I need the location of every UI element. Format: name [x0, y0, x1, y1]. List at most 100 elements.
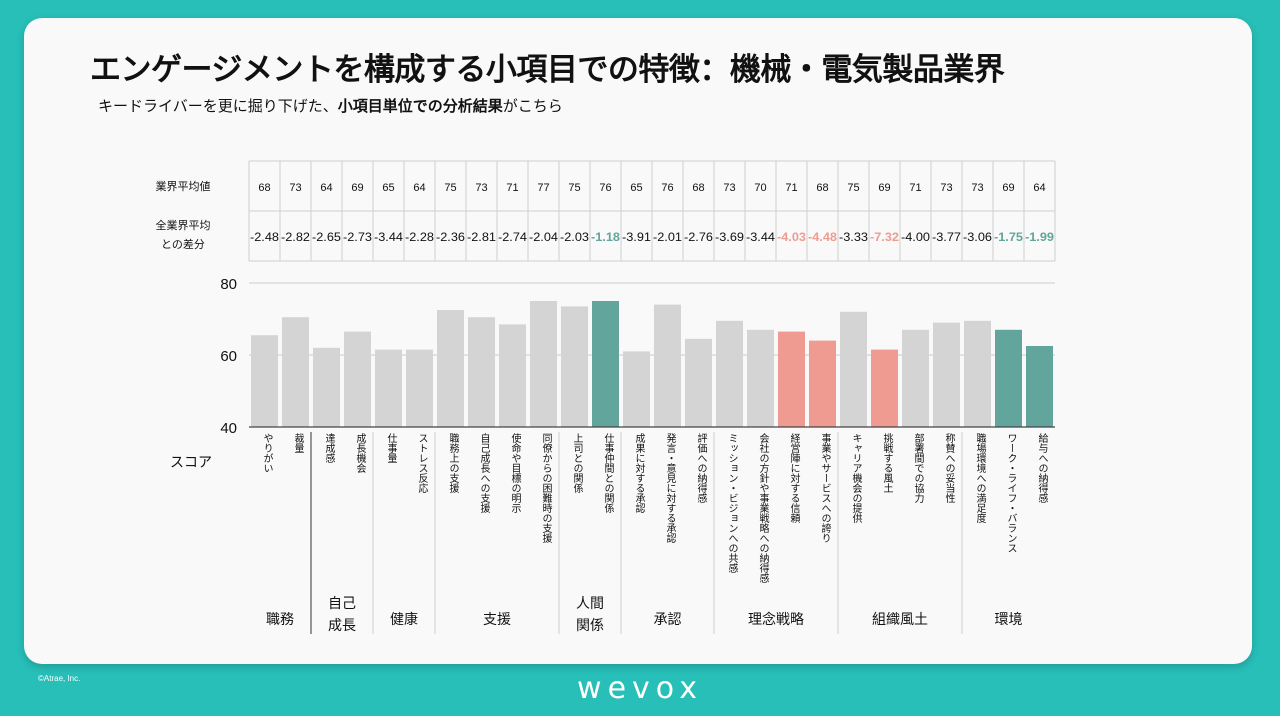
group-label: 職務	[266, 612, 294, 628]
industry-avg-value: 68	[816, 182, 828, 194]
diff-value: -2.36	[436, 232, 465, 244]
diff-value: -7.32	[870, 232, 899, 244]
bar	[468, 317, 495, 427]
category-label: 成長機会	[354, 433, 366, 474]
group-label: 健康	[390, 611, 418, 628]
bar	[716, 320, 743, 427]
category-label: ミッション・ビジョンへの共感	[726, 433, 738, 573]
group-label: 支援	[483, 612, 511, 628]
industry-avg-value: 73	[971, 182, 983, 194]
category-label: 評価への納得感	[695, 432, 707, 503]
diff-value: -2.81	[467, 232, 496, 244]
industry-avg-value: 71	[506, 182, 518, 194]
bar	[964, 320, 991, 427]
group-label: 組織風土	[872, 612, 928, 628]
bar	[995, 329, 1022, 427]
subtitle-part1: キードライバーを更に掘り下げた、	[98, 97, 338, 115]
industry-avg-value: 75	[568, 182, 580, 194]
bar	[344, 331, 371, 427]
industry-avg-value: 73	[723, 182, 735, 194]
industry-avg-value: 69	[1002, 182, 1014, 194]
diff-value: -2.04	[529, 232, 559, 244]
diff-value: -4.00	[901, 232, 930, 244]
diff-value: -2.65	[312, 232, 341, 244]
bar	[251, 335, 278, 427]
table-row-label-diff-line2: との差分	[161, 237, 205, 251]
category-label: キャリア機会の提供	[850, 433, 862, 524]
diff-value: -2.03	[560, 232, 589, 244]
bar	[499, 324, 526, 427]
category-label: 職場環境への満足度	[974, 433, 986, 524]
wevox-logo: wevox	[577, 671, 703, 706]
subtitle-part2: がこちら	[502, 97, 563, 115]
diff-value: -3.33	[839, 232, 868, 244]
industry-avg-value: 64	[413, 182, 425, 194]
industry-avg-value: 76	[599, 182, 611, 194]
bar	[592, 301, 619, 427]
category-label: 事業やサービスへの誇り	[819, 432, 831, 543]
category-label: 会社の方針や事業戦略への納得感	[757, 432, 769, 583]
diff-value: -3.06	[963, 232, 992, 244]
bar	[406, 349, 433, 427]
table-row-label-industry-avg: 業界平均値	[156, 180, 211, 193]
bar	[623, 351, 650, 427]
category-label: 裁量	[292, 432, 304, 453]
category-label: 仕事量	[385, 432, 397, 463]
industry-avg-value: 73	[940, 182, 952, 194]
industry-avg-value: 73	[475, 182, 487, 194]
bar	[375, 349, 402, 427]
category-label: 給与への納得感	[1036, 432, 1048, 503]
diff-value: -2.48	[250, 232, 279, 244]
diff-value: -3.69	[715, 232, 744, 244]
bar	[561, 306, 588, 427]
category-label: 使命や目標の明示	[509, 432, 521, 513]
industry-avg-value: 73	[289, 182, 301, 194]
category-label: 部署間での協力	[912, 432, 924, 504]
diff-value: -3.91	[622, 232, 651, 244]
industry-avg-value: 75	[444, 182, 456, 194]
diff-value: -1.18	[591, 232, 621, 244]
bar	[1026, 346, 1053, 427]
bar	[313, 347, 340, 427]
category-label: 達成感	[323, 433, 335, 463]
category-label: 経営陣に対する信頼	[788, 432, 800, 524]
bar	[871, 349, 898, 427]
category-label: やりがい	[261, 433, 273, 473]
category-label: 称賛への妥当性	[943, 432, 955, 504]
bar	[282, 317, 309, 427]
industry-avg-value: 76	[661, 182, 673, 194]
y-tick-label: 80	[220, 276, 237, 293]
diff-value: -3.77	[932, 232, 961, 244]
industry-avg-value: 71	[909, 182, 921, 194]
category-label: ワーク・ライフ・バランス	[1005, 433, 1017, 553]
industry-avg-value: 77	[537, 182, 549, 194]
industry-avg-value: 69	[878, 182, 890, 194]
copyright-text: ©Atrae, Inc.	[38, 674, 81, 683]
industry-avg-value: 69	[351, 182, 363, 194]
group-label: 承認	[654, 612, 682, 628]
category-label: 職務上の支援	[447, 433, 459, 494]
group-label-line2: 成長	[328, 618, 356, 634]
bar	[840, 311, 867, 427]
bar	[933, 322, 960, 427]
page-subtitle: キードライバーを更に掘り下げた、小項目単位での分析結果がこちら	[98, 95, 563, 116]
industry-avg-value: 71	[785, 182, 797, 194]
group-label: 環境	[995, 612, 1023, 628]
group-label-line1: 人間	[576, 596, 604, 612]
diff-value: -1.75	[994, 232, 1024, 244]
subtitle-bold: 小項目単位での分析結果	[337, 97, 503, 115]
category-label: 同僚からの困難時の支援	[540, 433, 552, 544]
industry-avg-value: 68	[692, 182, 704, 194]
diff-value: -2.73	[343, 232, 372, 244]
industry-avg-value: 64	[1033, 182, 1045, 194]
y-axis-label: スコア	[170, 455, 212, 471]
diff-value: -4.48	[808, 232, 838, 244]
diff-value: -3.44	[374, 232, 404, 244]
group-label: 理念戦略	[748, 611, 804, 628]
category-label: ストレス反応	[416, 433, 428, 493]
category-label: 挑戦する風土	[881, 432, 893, 493]
diff-value: -2.74	[498, 232, 528, 244]
industry-avg-value: 65	[630, 182, 642, 194]
diff-value: -4.03	[777, 232, 806, 244]
